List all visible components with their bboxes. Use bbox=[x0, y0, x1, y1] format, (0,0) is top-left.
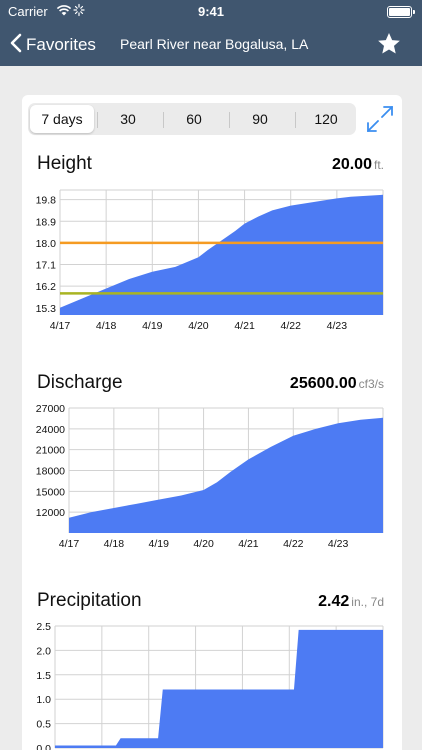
y-tick-label: 0.5 bbox=[36, 719, 51, 731]
discharge-value-unit: cf3/s bbox=[358, 377, 384, 391]
x-tick-label: 4/23 bbox=[327, 320, 348, 332]
discharge-chart: 12000 15000 18000 21000 24000 27000 4/17 4/18 4/… bbox=[36, 405, 384, 550]
height-value: 20.00 ft. bbox=[332, 156, 384, 174]
x-tick-label: 4/21 bbox=[238, 538, 259, 550]
precipitation-value-number: 2.42 bbox=[318, 593, 350, 610]
y-tick-label: 16.2 bbox=[36, 281, 57, 293]
y-tick-label: 2.5 bbox=[36, 623, 51, 633]
series-area bbox=[69, 417, 383, 533]
y-tick-label: 1.0 bbox=[36, 694, 51, 706]
y-tick-label: 0.0 bbox=[36, 743, 51, 750]
x-tick-label: 4/22 bbox=[280, 320, 301, 332]
river-data-card: 7 days 30 60 90 120 Height 20.00 ft. 15.3… bbox=[22, 95, 402, 750]
precipitation-value-unit: in., 7d bbox=[351, 595, 384, 609]
x-tick-label: 4/20 bbox=[193, 538, 214, 550]
range-option-30[interactable]: 30 bbox=[120, 111, 136, 127]
y-tick-label: 15.3 bbox=[36, 303, 57, 315]
expand-icon bbox=[365, 106, 395, 138]
discharge-title: Discharge bbox=[37, 372, 123, 393]
carrier-label: Carrier bbox=[8, 4, 48, 19]
precipitation-chart: 0.0 0.5 1.0 1.5 2.0 2.5 bbox=[36, 623, 384, 750]
segment-divider bbox=[229, 112, 230, 128]
y-tick-label: 1.5 bbox=[36, 670, 51, 682]
segment-divider bbox=[163, 112, 164, 128]
x-tick-label: 4/19 bbox=[148, 538, 169, 550]
x-tick-label: 4/19 bbox=[142, 320, 163, 332]
segment-divider bbox=[97, 112, 98, 128]
height-value-number: 20.00 bbox=[331, 156, 372, 173]
status-bar: Carrier 9:41 bbox=[0, 0, 422, 24]
back-button[interactable]: Favorites bbox=[10, 32, 96, 58]
height-value-unit: ft. bbox=[373, 158, 384, 172]
y-tick-label: 2.0 bbox=[36, 645, 51, 657]
y-tick-label: 21000 bbox=[36, 445, 65, 457]
x-tick-label: 4/23 bbox=[328, 538, 349, 550]
activity-indicator-icon bbox=[73, 3, 85, 22]
y-tick-label: 17.1 bbox=[36, 260, 57, 272]
y-tick-label: 18000 bbox=[36, 466, 65, 478]
page-title: Pearl River near Bogalusa, LA bbox=[120, 36, 309, 52]
precipitation-title: Precipitation bbox=[37, 590, 142, 611]
range-option-90[interactable]: 90 bbox=[252, 111, 268, 127]
y-tick-label: 12000 bbox=[36, 507, 65, 519]
y-tick-label: 19.8 bbox=[36, 195, 57, 207]
range-option-60[interactable]: 60 bbox=[186, 111, 202, 127]
y-tick-label: 18.9 bbox=[36, 216, 57, 228]
series-area bbox=[55, 629, 383, 748]
y-tick-label: 24000 bbox=[36, 424, 65, 436]
star-icon bbox=[376, 32, 402, 61]
x-tick-label: 4/18 bbox=[96, 320, 117, 332]
discharge-value-number: 25600.00 bbox=[289, 375, 357, 392]
range-option-7-days[interactable]: 7 days bbox=[30, 105, 94, 133]
favorite-button[interactable] bbox=[376, 31, 402, 62]
chevron-left-icon bbox=[10, 33, 22, 58]
series-area bbox=[60, 194, 383, 315]
height-title: Height bbox=[37, 153, 92, 174]
back-button-label: Favorites bbox=[26, 35, 96, 54]
x-tick-label: 4/18 bbox=[104, 538, 125, 550]
discharge-value: 25600.00 cf3/s bbox=[290, 375, 384, 393]
x-tick-label: 4/21 bbox=[234, 320, 255, 332]
battery-icon bbox=[387, 6, 415, 18]
x-tick-label: 4/17 bbox=[59, 538, 80, 550]
navigation-bar: Favorites Pearl River near Bogalusa, LA bbox=[0, 24, 422, 66]
y-tick-label: 27000 bbox=[36, 405, 65, 415]
x-tick-label: 4/22 bbox=[283, 538, 304, 550]
wifi-icon bbox=[56, 3, 72, 22]
height-chart: 15.3 16.2 17.1 18.0 18.9 19.8 4/17 4/18 4/19 4/20… bbox=[36, 189, 384, 332]
y-tick-label: 15000 bbox=[36, 486, 65, 498]
segment-divider bbox=[295, 112, 296, 128]
x-tick-label: 4/20 bbox=[188, 320, 209, 332]
precipitation-value: 2.42 in., 7d bbox=[318, 593, 384, 611]
range-selector: 7 days 30 60 90 120 bbox=[28, 103, 356, 135]
y-tick-label: 18.0 bbox=[36, 238, 57, 250]
range-option-120[interactable]: 120 bbox=[314, 111, 338, 127]
x-tick-label: 4/17 bbox=[50, 320, 71, 332]
clock-time: 9:41 bbox=[197, 4, 225, 19]
expand-button[interactable] bbox=[365, 104, 395, 139]
